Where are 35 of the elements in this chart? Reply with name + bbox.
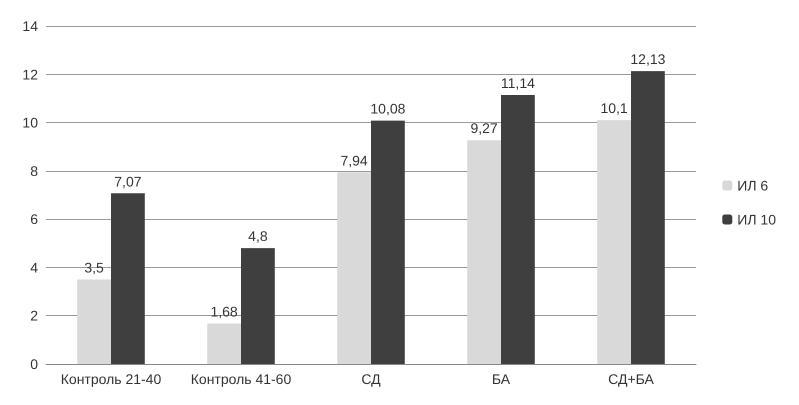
data-label: 4,8 [248, 228, 268, 244]
y-tick-label: 12 [22, 66, 38, 82]
y-tick-label: 2 [30, 308, 38, 324]
bar [337, 172, 371, 364]
data-label: 10,08 [370, 100, 406, 117]
x-tick-label: СД+БА [608, 371, 654, 387]
legend-label: ИЛ 10 [737, 212, 776, 228]
x-tick-label: СД [361, 371, 382, 387]
bar [371, 120, 405, 364]
x-tick-label: Контроль 41-60 [190, 371, 292, 387]
y-tick-label: 14 [22, 18, 38, 34]
data-label: 10,1 [600, 100, 628, 116]
bar [631, 71, 665, 364]
data-label: 11,14 [500, 75, 536, 92]
bar [111, 193, 145, 364]
bar [241, 248, 275, 364]
y-tick-label: 0 [30, 356, 38, 372]
y-tick-label: 4 [30, 259, 38, 276]
bar [467, 140, 501, 364]
bar [77, 280, 111, 364]
data-label: 7,94 [340, 152, 368, 168]
data-label: 3,5 [84, 260, 104, 276]
y-tick-label: 6 [30, 211, 38, 228]
y-tick-label: 10 [22, 114, 38, 131]
y-tick-label: 8 [30, 162, 38, 179]
bar [501, 95, 535, 364]
bar [597, 120, 631, 364]
data-label: 12,13 [630, 51, 666, 68]
data-label: 9,27 [470, 120, 498, 136]
x-tick-label: Контроль 21-40 [60, 371, 162, 387]
legend-label: ИЛ 6 [737, 178, 768, 194]
data-label: 7,07 [114, 173, 142, 190]
data-label: 1,68 [210, 303, 238, 320]
bar [207, 323, 241, 364]
x-tick-label: БА [492, 371, 511, 387]
